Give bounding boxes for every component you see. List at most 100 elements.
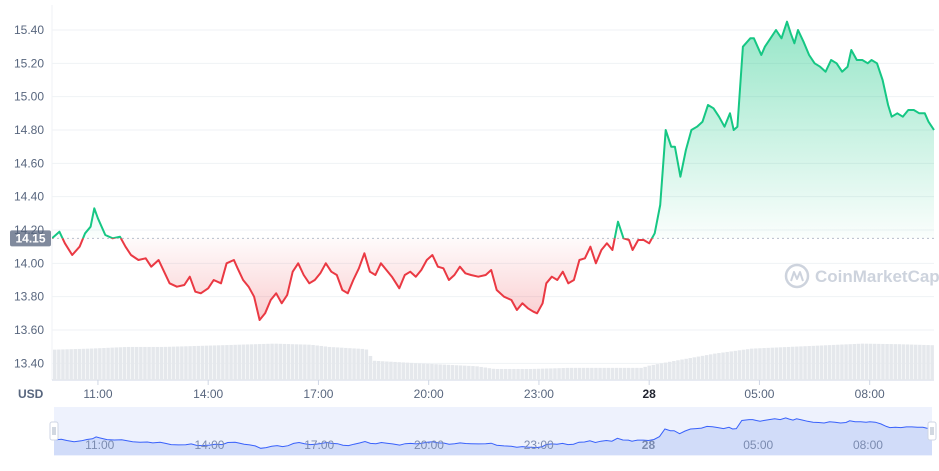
- volume-bar: [897, 344, 902, 380]
- volume-bar: [114, 347, 118, 380]
- volume-bar: [241, 344, 246, 380]
- price-area-below: [62, 238, 652, 320]
- volume-bar: [827, 345, 832, 380]
- price-area-above: [52, 21, 934, 239]
- navigator-right-handle[interactable]: [927, 421, 937, 441]
- volume-bar: [139, 346, 143, 380]
- volume-bar: [430, 364, 434, 380]
- volume-bar: [565, 367, 569, 380]
- volume-bar: [479, 366, 483, 380]
- volume-bar: [573, 367, 578, 380]
- volume-bar: [840, 344, 844, 380]
- volume-bar: [340, 347, 344, 380]
- volume-bar: [815, 345, 820, 380]
- range-navigator[interactable]: 11:00 14:00 17:00 20:00 23:00 28 05:00 08:00: [49, 407, 937, 456]
- volume-bar: [877, 343, 881, 380]
- volume-bar: [778, 347, 783, 380]
- volume-bar: [122, 347, 127, 380]
- volume-bar: [126, 346, 131, 380]
- volume-bar: [245, 344, 250, 380]
- volume-bar: [266, 343, 270, 380]
- volume-bar: [364, 349, 369, 380]
- volume-bar: [803, 346, 807, 380]
- volume-bar: [614, 367, 619, 380]
- volume-bar: [274, 343, 278, 380]
- volume-bar: [303, 344, 307, 380]
- x-tick-label: 20:00: [414, 387, 444, 401]
- volume-bar: [499, 368, 504, 380]
- x-tick-label: 08:00: [855, 387, 885, 401]
- y-tick-label: 14.40: [14, 190, 44, 204]
- volume-bar: [893, 344, 897, 380]
- volume-bar: [758, 348, 762, 380]
- volume-bar: [253, 344, 258, 380]
- x-tick-label: 05:00: [744, 387, 774, 401]
- volume-bar: [409, 362, 414, 380]
- volume-bar: [233, 344, 237, 380]
- volume-bar: [889, 344, 893, 380]
- volume-bar: [249, 344, 254, 380]
- volume-bar: [315, 345, 319, 380]
- volume-bar: [774, 347, 779, 380]
- y-tick-label: 14.80: [14, 123, 44, 137]
- volume-bar: [167, 346, 172, 380]
- volume-bar: [868, 343, 873, 380]
- navigator-tick-label: 20:00: [414, 438, 444, 452]
- volume-bar: [536, 368, 541, 380]
- volume-bar: [434, 364, 438, 380]
- volume-bar: [278, 343, 282, 380]
- navigator-labels: 11:00 14:00 17:00 20:00 23:00 28 05:00 08:00: [85, 438, 883, 452]
- volume-bar: [668, 361, 672, 380]
- volume-bar: [81, 348, 86, 380]
- volume-bar: [438, 364, 442, 380]
- volume-bar: [651, 364, 656, 380]
- volume-bar: [508, 368, 512, 380]
- volume-bar: [135, 346, 139, 380]
- volume-bar: [598, 367, 602, 380]
- volume-bar: [446, 364, 451, 380]
- volume-bar: [873, 343, 877, 380]
- volume-bar: [163, 346, 168, 380]
- volume-bar: [881, 343, 885, 380]
- volume-bar: [606, 367, 610, 380]
- volume-bar: [204, 345, 209, 380]
- volume-bar: [475, 366, 479, 380]
- volume-bar: [807, 346, 811, 380]
- volume-bar: [504, 368, 508, 380]
- volume-bar: [782, 347, 787, 380]
- volume-bar: [823, 345, 828, 380]
- volume-bar: [770, 347, 774, 380]
- volume-bar: [553, 368, 557, 380]
- volume-bar: [262, 343, 266, 380]
- volume-bar: [635, 367, 639, 380]
- volume-bar: [586, 367, 590, 380]
- volume-bar: [631, 367, 635, 380]
- volume-bar: [454, 365, 459, 380]
- volume-bar: [491, 368, 496, 380]
- volume-bar: [102, 347, 106, 380]
- volume-bar: [212, 345, 217, 380]
- volume-bar: [922, 344, 926, 380]
- volume-bar: [69, 349, 73, 380]
- volume-bar: [61, 349, 65, 380]
- navigator-left-handle[interactable]: [49, 421, 59, 441]
- navigator-tick-label: 14:00: [194, 438, 224, 452]
- volume-bar: [618, 367, 623, 380]
- volume-bar: [106, 347, 110, 380]
- volume-bar: [721, 352, 725, 380]
- navigator-tick-label: 08:00: [853, 438, 883, 452]
- volume-bar: [450, 365, 455, 380]
- volume-bar: [733, 350, 738, 380]
- volume-bar: [852, 343, 856, 380]
- volume-bar: [914, 344, 918, 380]
- x-axis-labels: 11:00 14:00 17:00 20:00 23:00 28 05:00 08:00: [83, 380, 885, 401]
- volume-bar: [73, 349, 77, 380]
- volume-bar: [930, 345, 934, 380]
- volume-bar: [549, 368, 553, 380]
- volume-bar: [700, 355, 705, 380]
- volume-bar: [684, 358, 688, 380]
- volume-bar: [85, 348, 90, 380]
- volume-bar: [118, 347, 123, 380]
